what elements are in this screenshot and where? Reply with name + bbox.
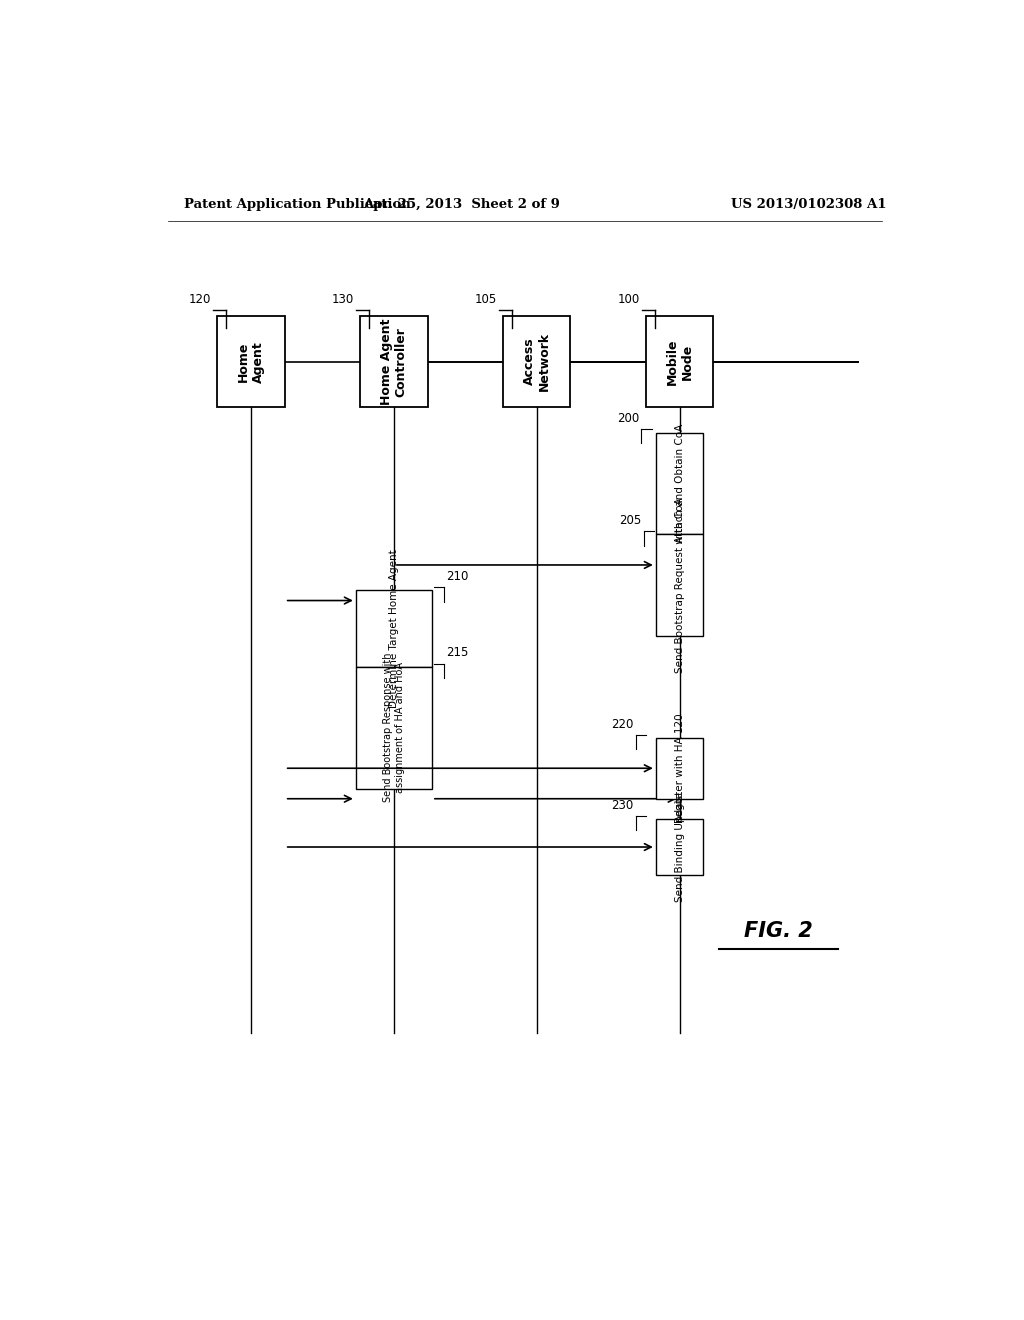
Text: Home
Agent: Home Agent (237, 341, 265, 383)
Text: 105: 105 (474, 293, 497, 306)
Text: Send Binding Update: Send Binding Update (675, 792, 685, 902)
Text: 230: 230 (611, 799, 634, 812)
Text: Send Bootstrap Request with CoA: Send Bootstrap Request with CoA (675, 498, 685, 673)
Bar (217, 315, 285, 408)
Text: FIG. 2: FIG. 2 (744, 921, 813, 941)
Text: US 2013/0102308 A1: US 2013/0102308 A1 (731, 198, 887, 211)
Text: 205: 205 (620, 515, 641, 528)
Text: Register with HA 120: Register with HA 120 (675, 713, 685, 824)
Text: 220: 220 (611, 718, 634, 731)
Text: 210: 210 (446, 570, 469, 583)
Bar (355, 667, 432, 788)
Text: Determine Target Home Agent: Determine Target Home Agent (389, 549, 399, 708)
Text: 120: 120 (188, 293, 211, 306)
Text: Access
Network: Access Network (522, 333, 551, 391)
Bar (503, 315, 570, 408)
Text: 215: 215 (446, 647, 469, 660)
Text: 200: 200 (616, 412, 639, 425)
Bar (655, 738, 703, 799)
Bar (655, 818, 703, 875)
Bar (360, 315, 428, 408)
Bar (646, 315, 714, 408)
Text: Apr. 25, 2013  Sheet 2 of 9: Apr. 25, 2013 Sheet 2 of 9 (362, 198, 560, 211)
Bar (655, 433, 703, 535)
Text: Home Agent
Controller: Home Agent Controller (380, 318, 408, 405)
Text: Mobile
Node: Mobile Node (666, 338, 693, 385)
Text: Patent Application Publication: Patent Application Publication (183, 198, 411, 211)
Text: 100: 100 (617, 293, 639, 306)
Text: Attach and Obtain CoA: Attach and Obtain CoA (675, 424, 685, 544)
Bar (655, 535, 703, 636)
Text: Send Bootstrap Response with
assignment of HA and HoA: Send Bootstrap Response with assignment … (383, 653, 404, 803)
Text: 130: 130 (332, 293, 353, 306)
Bar (355, 590, 432, 667)
